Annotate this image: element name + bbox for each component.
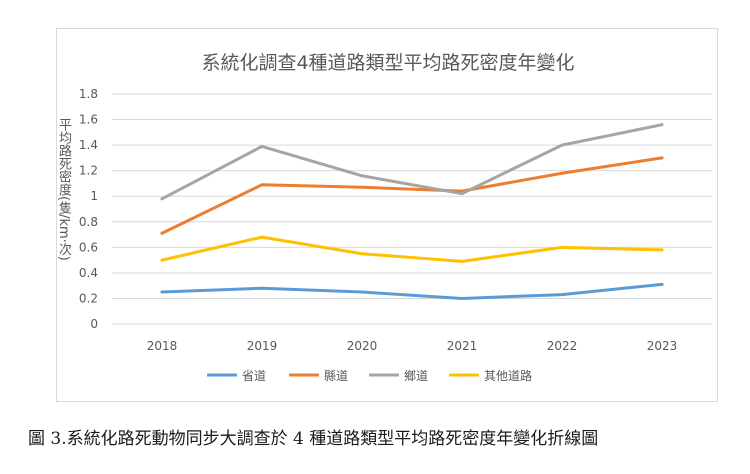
data-point	[360, 174, 364, 178]
data-point	[260, 183, 264, 187]
figure-caption: 圖 3.系統化路死動物同步大調查於 4 種道路類型平均路死密度年變化折線圖	[28, 429, 599, 449]
data-point	[660, 248, 664, 252]
data-point	[560, 245, 564, 249]
y-tick-label: 0	[90, 317, 98, 331]
y-tick-label: 0.6	[79, 240, 98, 254]
x-tick-label: 2019	[247, 339, 278, 353]
data-point	[360, 252, 364, 256]
data-point	[660, 123, 664, 127]
y-tick-label: 1.2	[79, 164, 98, 178]
y-tick-label: 1.8	[79, 87, 98, 101]
data-point	[660, 282, 664, 286]
data-point	[460, 192, 464, 196]
data-point	[160, 290, 164, 294]
line-chart: 系統化調查4種道路類型平均路死密度年變化 0 0.2 0.4 0.6 0.8 1 1.2 1.…	[79, 52, 712, 383]
chart-title: 系統化調查4種道路類型平均路死密度年變化	[201, 52, 574, 74]
data-point	[560, 143, 564, 147]
data-point	[160, 258, 164, 262]
data-point	[160, 197, 164, 201]
x-tick-label: 2022	[547, 339, 578, 353]
legend-label: 鄉道	[404, 369, 428, 383]
series-line-1	[160, 156, 664, 235]
data-point	[260, 235, 264, 239]
x-tick-label: 2020	[347, 339, 378, 353]
x-tick-label: 2021	[447, 339, 478, 353]
data-point	[660, 156, 664, 160]
series-line-0	[160, 282, 664, 300]
data-point	[360, 290, 364, 294]
x-tick-label: 2018	[147, 339, 178, 353]
data-point	[360, 185, 364, 189]
data-point	[460, 296, 464, 300]
y-tick-label: 0.4	[79, 266, 98, 280]
x-tick-label: 2023	[647, 339, 678, 353]
legend-label: 其他道路	[484, 368, 532, 383]
y-tick-label: 0.2	[79, 291, 98, 305]
y-tick-label: 1.6	[79, 113, 98, 127]
data-point	[260, 144, 264, 148]
legend-label: 縣道	[324, 369, 348, 383]
data-point	[560, 293, 564, 297]
legend-label: 省道	[242, 369, 266, 383]
series-line-2	[160, 123, 664, 201]
y-tick-label: 1	[90, 189, 98, 203]
chart-frame: 系統化調查4種道路類型平均路死密度年變化 0 0.2 0.4 0.6 0.8 1 1.2 1.…	[56, 28, 718, 402]
data-point	[460, 259, 464, 263]
y-tick-label: 0.8	[79, 215, 98, 229]
data-point	[260, 286, 264, 290]
series-line-3	[160, 235, 664, 263]
y-tick-label: 1.4	[79, 138, 98, 152]
data-point	[560, 171, 564, 175]
y-axis-label: 平均路死密度(隻/km·次)	[56, 118, 71, 261]
data-point	[160, 231, 164, 235]
